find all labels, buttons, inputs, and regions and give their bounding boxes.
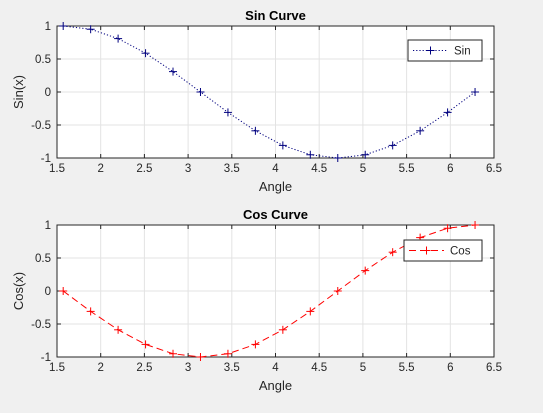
x-tick-label: 2 (97, 163, 103, 175)
x-axis-label: Angle (259, 378, 292, 393)
data-point-marker (471, 88, 480, 96)
y-axis-label: Cos(x) (11, 272, 26, 310)
data-point-marker (388, 248, 397, 257)
data-point-marker (443, 108, 452, 117)
data-point-marker (251, 126, 260, 135)
x-tick-label: 5 (360, 362, 366, 374)
legend: Sin (407, 39, 483, 62)
x-tick-label: 3 (185, 362, 191, 374)
chart-title: Sin Curve (245, 8, 306, 23)
x-tick-label: 6.5 (486, 163, 502, 175)
data-point-marker (141, 49, 150, 58)
x-tick-label: 4.5 (311, 163, 327, 175)
data-point-marker (86, 25, 95, 34)
x-tick-label: 3.5 (224, 163, 240, 175)
data-point-marker (196, 353, 205, 361)
x-tick-label: 5.5 (399, 362, 415, 374)
data-point-marker (361, 150, 370, 159)
y-axis-label: Sin(x) (11, 75, 26, 109)
x-tick-label: 6 (447, 362, 453, 374)
x-tick-label: 2.5 (136, 362, 152, 374)
data-point-marker (169, 349, 178, 358)
chart-2: 1.5 2 2.5 3 3.5 4 4.5 5 5.5 6 6.5 -1 -0.5 0 0.5 1 Cos Cos… (11, 207, 502, 393)
legend-label: Sin (454, 46, 471, 58)
y-tick-label: 0 (45, 286, 51, 298)
y-tick-label: 0.5 (35, 54, 51, 66)
axes-frame (56, 25, 495, 159)
x-tick-label: 3.5 (224, 362, 240, 374)
series-line-cos (62, 224, 476, 358)
series-line-sin (63, 25, 476, 159)
x-tick-label: 6.5 (486, 362, 502, 374)
legend: Cos (403, 239, 483, 262)
x-tick-label: 1.5 (49, 362, 65, 374)
y-tick-label: 1 (45, 21, 51, 33)
data-point-marker (114, 325, 123, 334)
x-tick-label: 5.5 (399, 163, 415, 175)
x-tick-label: 2.5 (136, 163, 152, 175)
x-tick-label: 2 (97, 362, 103, 374)
data-point-marker (333, 287, 342, 295)
x-axis-label: Angle (259, 179, 292, 194)
data-point-marker (86, 307, 95, 316)
data-point-marker (114, 34, 123, 43)
y-tick-label: 0.5 (35, 253, 51, 265)
y-tick-label: -0.5 (31, 120, 51, 132)
data-point-marker (141, 340, 150, 349)
axes-frame (56, 224, 495, 358)
data-point-marker (306, 150, 315, 159)
x-tick-label: 1.5 (49, 163, 65, 175)
data-point-marker (443, 224, 452, 233)
data-point-marker (223, 349, 232, 358)
y-tick-label: 0 (45, 87, 51, 99)
data-point-marker (416, 126, 425, 135)
data-point-marker (223, 108, 232, 117)
y-tick-label: 1 (45, 220, 51, 232)
x-tick-label: 3 (185, 163, 191, 175)
data-point-marker (169, 67, 178, 76)
x-tick-label: 4 (272, 362, 279, 374)
legend-label: Cos (450, 246, 471, 258)
chart-1: 1.5 2 2.5 3 3.5 4 4.5 5 5.5 6 6.5 -1 -0.5 0 0.5 1 Sin Sin… (11, 8, 502, 194)
data-point-marker (251, 340, 260, 349)
data-point-marker (59, 22, 68, 30)
chart-title: Cos Curve (243, 207, 308, 222)
data-point-marker (59, 287, 68, 295)
y-tick-label: -1 (41, 153, 51, 165)
data-point-marker (471, 221, 480, 229)
data-point-marker (278, 141, 287, 150)
y-tick-label: -0.5 (31, 319, 51, 331)
x-tick-label: 4 (272, 163, 279, 175)
data-point-marker (278, 325, 287, 334)
data-point-marker (306, 307, 315, 316)
x-tick-label: 6 (447, 163, 453, 175)
y-tick-label: -1 (41, 352, 51, 364)
x-tick-label: 4.5 (311, 362, 327, 374)
data-point-marker (361, 266, 370, 275)
figure-bottom-edge (0, 409, 543, 413)
x-tick-label: 5 (360, 163, 366, 175)
data-point-marker (196, 88, 205, 96)
data-point-marker (388, 141, 397, 150)
data-point-marker (333, 154, 342, 162)
